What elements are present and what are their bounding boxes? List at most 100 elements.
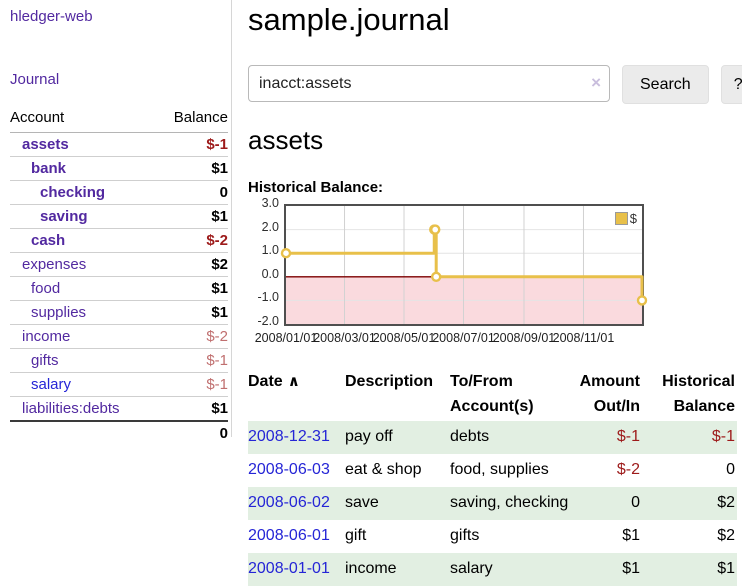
account-link[interactable]: supplies xyxy=(31,304,87,321)
account-link[interactable]: food xyxy=(31,280,61,297)
accounts-total-row: 0 xyxy=(10,420,228,445)
account-row: saving $1 xyxy=(10,204,228,229)
legend-swatch-icon xyxy=(614,212,628,225)
account-link[interactable]: expenses xyxy=(22,256,87,273)
chart-title: Historical Balance: xyxy=(248,179,384,196)
x-axis-tick-labels: 2008/01/01 2008/03/01 2008/05/01 2008/07/01… xyxy=(255,331,642,347)
accounts-header-balance: Balance xyxy=(155,107,228,133)
register-row: 2008-06-02 save saving, checking 0 $2 xyxy=(248,487,737,520)
x-tick-label: 2008/03/01 xyxy=(313,331,376,345)
sort-ascending-icon: ∧ xyxy=(287,373,300,390)
plot-area: $ xyxy=(280,204,648,326)
register-date-link[interactable]: 2008-01-01 xyxy=(248,560,330,577)
account-balance: $1 xyxy=(155,300,228,325)
register-accounts: saving, checking xyxy=(450,494,569,511)
register-date-link[interactable]: 2008-06-01 xyxy=(248,527,330,544)
account-balance: $1 xyxy=(155,156,228,181)
y-axis-tick-labels: 3.0 2.0 1.0 0.0 -1.0 -2.0 xyxy=(248,196,279,328)
register-header-date[interactable]: Date ∧ xyxy=(248,373,300,390)
accounts-total-balance: 0 xyxy=(155,420,228,445)
register-amount: $1 xyxy=(622,527,640,544)
register-amount: $-1 xyxy=(616,428,640,445)
register-row: 2008-06-03 eat & shop food, supplies $-2… xyxy=(248,454,737,487)
account-row: cash $-2 xyxy=(10,228,228,253)
x-tick-label: 2008/05/01 xyxy=(372,331,436,345)
account-balance: $-2 xyxy=(155,324,228,349)
account-balance: $-1 xyxy=(155,348,228,373)
account-link[interactable]: income xyxy=(22,328,71,345)
account-row: checking 0 xyxy=(10,180,228,205)
accounts-table: Account Balance assets $-1 bank $1 check… xyxy=(10,107,228,445)
clear-search-icon[interactable]: × xyxy=(591,73,601,92)
register-date-link[interactable]: 2008-06-02 xyxy=(248,494,330,511)
register-row: 2008-12-31 pay off debts $-1 $-1 xyxy=(248,421,737,454)
historical-balance-chart: 3.0 2.0 1.0 0.0 -1.0 -2.0 $ 2008/01/01 2008/03… xyxy=(248,196,742,350)
register-header-accounts: To/From Account(s) xyxy=(450,373,534,415)
x-tick-label: 2008/07/01 xyxy=(432,331,495,345)
register-accounts: debts xyxy=(450,428,490,445)
account-balance: $1 xyxy=(155,276,228,301)
y-tick-label: 1.0 xyxy=(261,243,279,258)
register-header-row: Date ∧ Description To/From Account(s) Amo… xyxy=(248,367,737,421)
nav-journal-link[interactable]: Journal xyxy=(10,71,60,88)
legend-label: $ xyxy=(629,211,637,226)
x-tick-label: 2008/01/01 xyxy=(254,331,318,345)
x-tick-label: 2008/09/01 xyxy=(492,331,556,345)
register-row: 2008-06-01 gift gifts $1 $2 xyxy=(248,520,737,553)
register-accounts: salary xyxy=(450,560,493,577)
app-brand-link[interactable]: hledger-web xyxy=(10,8,93,25)
search-input[interactable] xyxy=(248,65,610,102)
account-link[interactable]: cash xyxy=(31,232,66,249)
search-row: × Search ? xyxy=(248,65,742,104)
y-tick-label: -2.0 xyxy=(257,314,279,328)
help-button[interactable]: ? xyxy=(720,65,742,104)
account-balance: $-1 xyxy=(155,372,228,397)
chart-legend: $ xyxy=(614,211,637,226)
chart-canvas xyxy=(280,206,648,324)
register-balance: 0 xyxy=(726,461,735,478)
account-row: bank $1 xyxy=(10,156,228,181)
account-link[interactable]: liabilities:debts xyxy=(22,400,120,417)
y-tick-label: 2.0 xyxy=(261,219,279,234)
register-balance: $2 xyxy=(717,527,735,544)
register-table: Date ∧ Description To/From Account(s) Amo… xyxy=(248,367,737,586)
account-balance: $1 xyxy=(155,396,228,422)
register-balance: $1 xyxy=(717,560,735,577)
register-balance: $2 xyxy=(717,494,735,511)
search-box: × xyxy=(248,65,610,104)
register-date-link[interactable]: 2008-12-31 xyxy=(248,428,330,445)
search-button[interactable]: Search xyxy=(622,65,709,104)
account-row: income $-2 xyxy=(10,324,228,349)
account-row: food $1 xyxy=(10,276,228,301)
account-row: assets $-1 xyxy=(10,132,228,157)
account-link[interactable]: saving xyxy=(40,208,88,225)
accounts-total-spacer xyxy=(10,420,156,445)
account-row: supplies $1 xyxy=(10,300,228,325)
register-description: income xyxy=(345,560,397,577)
account-link[interactable]: assets xyxy=(22,136,69,153)
register-description: pay off xyxy=(345,428,393,445)
account-balance: $-1 xyxy=(155,132,228,157)
register-accounts: gifts xyxy=(450,527,480,544)
register-date-link[interactable]: 2008-06-03 xyxy=(248,461,330,478)
register-description: eat & shop xyxy=(345,461,422,478)
register-amount: 0 xyxy=(631,494,640,511)
account-balance: 0 xyxy=(155,180,228,205)
account-link[interactable]: salary xyxy=(31,376,72,393)
main-content: sample.journal × Search ? assets Histori… xyxy=(232,0,742,586)
accounts-header-account: Account xyxy=(10,107,156,133)
account-link[interactable]: checking xyxy=(40,184,106,201)
register-row: 2008-01-01 income salary $1 $1 xyxy=(248,553,737,586)
account-row: gifts $-1 xyxy=(10,348,228,373)
sidebar: hledger-web Journal Account Balance asse… xyxy=(0,0,232,445)
account-balance: $1 xyxy=(155,204,228,229)
register-description: save xyxy=(345,494,379,511)
y-tick-label: 3.0 xyxy=(261,196,279,210)
page-title: sample.journal xyxy=(248,2,450,37)
account-link[interactable]: bank xyxy=(31,160,67,177)
account-link[interactable]: gifts xyxy=(31,352,59,369)
register-balance: $-1 xyxy=(711,428,735,445)
account-balance: $2 xyxy=(155,252,228,277)
account-balance: $-2 xyxy=(155,228,228,253)
